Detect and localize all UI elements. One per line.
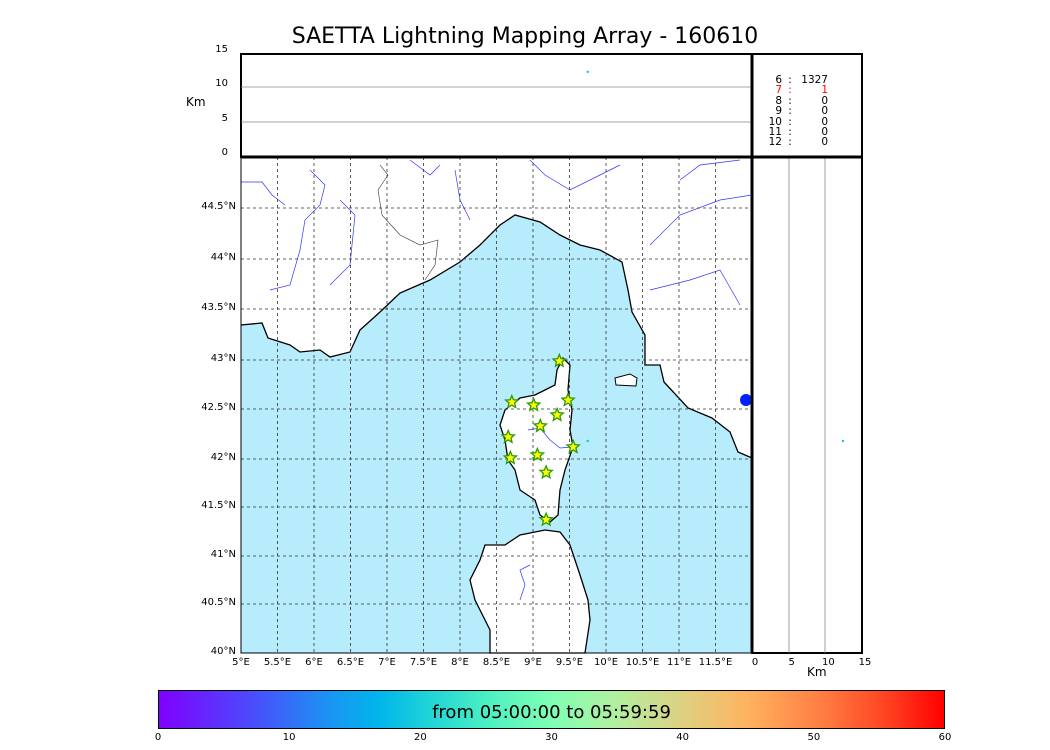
colorbar-tick-label: 0 <box>154 732 162 743</box>
lat-tick-label: 44.5°N <box>201 201 236 212</box>
station-count-n: 7 <box>775 84 782 97</box>
elba <box>614 373 638 387</box>
lon-tick-label: 7°E <box>378 657 396 668</box>
station-count-row: 10: 0 <box>760 115 828 128</box>
lon-tick-label: 9°E <box>524 657 542 668</box>
station-count-n: 11 <box>768 126 782 139</box>
lat-tick-label: 41.5°N <box>201 500 236 511</box>
station-marker <box>565 438 581 454</box>
station-count-n: 6 <box>775 74 782 86</box>
rivers <box>241 159 753 601</box>
station-count-count: 1327 <box>801 74 828 86</box>
source-point <box>586 439 589 443</box>
side-tick-label: 10 <box>821 657 835 668</box>
station-count-row: 8: 0 <box>760 94 828 107</box>
station-count-row: 12: 0 <box>760 136 828 149</box>
altitude-tick-label: 5 <box>221 112 228 124</box>
station-count-n: 12 <box>768 136 782 149</box>
side-panel <box>740 156 863 654</box>
station-marker <box>503 393 520 409</box>
station-count-count: 0 <box>821 115 828 128</box>
lon-tick-label: 5°E <box>232 657 250 668</box>
colorbar-tick-label: 60 <box>938 732 952 743</box>
station-count-count: 0 <box>821 105 828 118</box>
lon-tick-label: 11°E <box>666 657 692 668</box>
lon-tick-label: 10.5°E <box>625 657 660 668</box>
station-marker <box>538 464 554 480</box>
station-marker <box>549 406 565 422</box>
lon-tick-label: 5.5°E <box>263 657 292 668</box>
altitude-tick-label: 0 <box>221 147 228 158</box>
altitude-panel <box>240 53 753 158</box>
side-tick-label: 5 <box>788 657 795 668</box>
lat-tick-label: 43°N <box>210 353 236 364</box>
station-count-count: 0 <box>821 126 828 139</box>
source-point-side <box>841 439 845 443</box>
lon-tick-label: 11.5°E <box>698 657 733 668</box>
colorbar-label: from 05:00:00 to 05:59:59 <box>432 702 671 723</box>
side-axis-label: Km <box>807 665 827 679</box>
lat-tick-label: 43.5°N <box>201 302 236 313</box>
station-marker <box>529 446 546 462</box>
station-count-sep: : <box>788 126 792 139</box>
station-count-row: 11: 0 <box>760 126 828 139</box>
lat-tick-label: 44°N <box>210 252 236 263</box>
colorbar-tick-label: 50 <box>807 732 821 743</box>
side-tick-label: 0 <box>751 657 759 668</box>
station-count-sep: : <box>788 105 792 118</box>
altitude-axis-label: Km <box>186 95 206 109</box>
station-count-table: 6:1327 7:1 8:0 9:0 10:0 11:0 12:0 <box>760 75 828 148</box>
lat-tick-label: 41°N <box>210 549 236 560</box>
lon-tick-label: 7.5°E <box>409 657 438 668</box>
source-point-altitude <box>586 70 589 74</box>
colorbar-tick-label: 30 <box>545 732 558 743</box>
station-marker <box>502 449 519 465</box>
lon-tick-label: 8.5°E <box>482 657 511 668</box>
colorbar-tick-label: 20 <box>413 732 427 743</box>
lat-tick-label: 42°N <box>210 452 236 463</box>
station-count-count: 1 <box>821 84 828 97</box>
source-cluster <box>740 394 752 406</box>
map-panel <box>240 156 753 654</box>
station-marker <box>532 417 549 433</box>
station-count-sep: : <box>788 84 792 97</box>
station-count-count: 0 <box>821 94 828 107</box>
station-count-row: 6:1327 <box>760 74 828 86</box>
station-marker <box>560 392 576 407</box>
altitude-tick-label: 15 <box>215 44 228 55</box>
altitude-tick-label: 10 <box>215 78 228 90</box>
station-count-sep: : <box>788 115 792 128</box>
station-count-n: 9 <box>775 105 782 118</box>
station-count-sep: : <box>788 136 792 149</box>
station-marker <box>551 352 568 368</box>
station-count-n: 8 <box>775 94 782 107</box>
lat-tick-label: 40.5°N <box>201 597 236 608</box>
lat-tick-label: 42.5°N <box>201 402 236 413</box>
borders <box>377 164 439 281</box>
stats-panel <box>751 53 863 158</box>
station-count-row: 7: 1 <box>760 84 828 97</box>
station-marker <box>500 428 516 444</box>
lon-tick-label: 8°E <box>451 657 469 668</box>
station-count-row: 9: 0 <box>760 105 828 118</box>
station-count-sep: : <box>788 74 792 86</box>
station-marker <box>525 396 542 412</box>
corsica <box>499 356 574 523</box>
lon-tick-label: 10°E <box>593 657 619 668</box>
lon-tick-label: 9.5°E <box>555 657 584 668</box>
colorbar-tick-label: 40 <box>676 732 690 743</box>
lat-tick-label: 40°N <box>210 646 236 657</box>
station-count-count: 0 <box>821 136 828 149</box>
colorbar-tick-label: 10 <box>282 732 296 743</box>
colorbar <box>158 690 945 729</box>
station-count-sep: : <box>788 94 792 107</box>
lon-tick-label: 6.5°E <box>336 657 365 668</box>
side-tick-label: 15 <box>858 657 872 668</box>
station-count-n: 10 <box>768 115 782 128</box>
station-marker <box>538 511 554 527</box>
chart-title: SAETTA Lightning Mapping Array - 160610 <box>291 24 759 49</box>
lon-tick-label: 6°E <box>305 657 323 668</box>
